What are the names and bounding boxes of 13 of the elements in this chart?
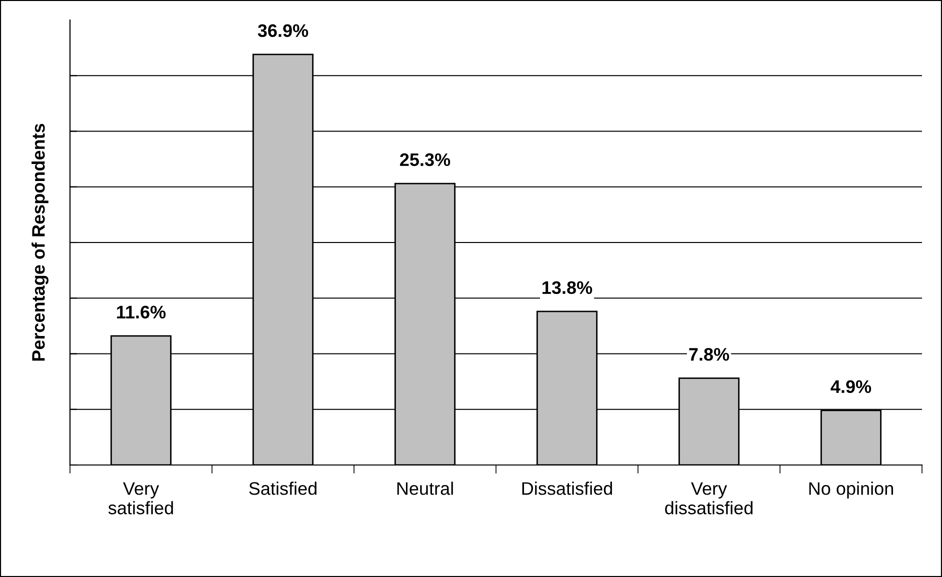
x-tick-label: Very dissatisfied — [665, 482, 752, 514]
x-tick-label: Very satisfied — [108, 482, 173, 514]
data-label: 11.6% — [117, 306, 166, 318]
data-label: 13.8% — [542, 281, 592, 294]
x-tick-label: Neutral — [397, 482, 453, 495]
x-tick-label: Satisfied — [249, 482, 316, 495]
x-tick-label: No opinion — [809, 482, 893, 498]
data-label: 4.9% — [830, 380, 872, 394]
y-axis-title: Percentage of Respondents — [32, 124, 48, 361]
data-label: 25.3% — [400, 153, 450, 166]
data-label: 36.9% — [258, 24, 308, 38]
data-label: 7.8% — [689, 348, 730, 361]
x-tick-label: Dissatisfied — [522, 482, 612, 495]
